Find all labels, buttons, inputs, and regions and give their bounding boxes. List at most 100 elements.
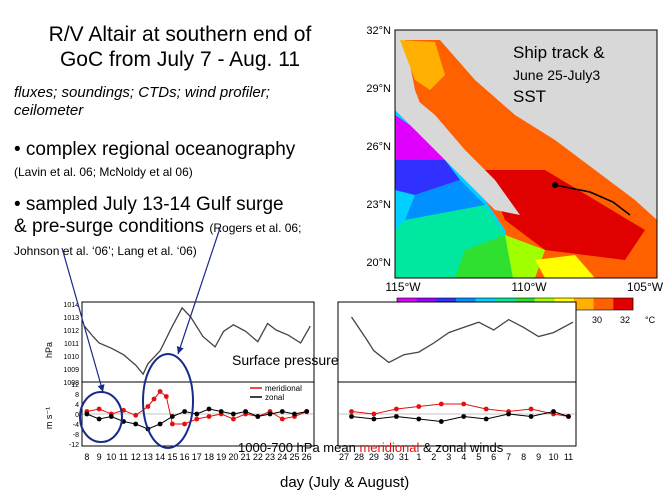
- bullet-gulf-surge-line-2: & pre-surge conditions: [14, 216, 205, 237]
- wind-point-meridional: [483, 406, 489, 412]
- pressure-yticks: 1014 1013 1012 1011 1010 1009 1008: [63, 302, 79, 387]
- wind-ytick-label: 4: [75, 402, 79, 409]
- wind-point-meridional: [96, 406, 102, 412]
- lat-label-20n: 20°N: [366, 257, 391, 269]
- lon-label-115w: 115°W: [385, 280, 421, 294]
- wind-point-zonal: [84, 411, 90, 417]
- x-day-label: 10: [549, 452, 559, 462]
- x-day-label: 6: [491, 452, 496, 462]
- winds-label-suffix: & zonal winds: [419, 440, 504, 455]
- wind-point-meridional: [170, 421, 175, 427]
- wind-ytick-label: -8: [73, 432, 79, 439]
- wind-point-zonal: [133, 421, 139, 427]
- wind-point-zonal: [461, 414, 467, 419]
- lat-label-32n: 32°N: [366, 25, 391, 37]
- x-day-label: 1: [416, 452, 421, 462]
- wind-point-zonal: [566, 414, 571, 419]
- bullet-gulf-surge-citation-a: (Rogers et al. 06;: [209, 221, 302, 235]
- lat-label-29n: 29°N: [366, 83, 391, 95]
- wind-point-meridional: [182, 421, 188, 427]
- legend-zonal: zonal: [265, 393, 284, 402]
- wind-point-zonal: [438, 419, 444, 424]
- sst-map: Ship track & June 25-July3 SST 32°N 29°N…: [366, 25, 664, 325]
- x-day-label: 11: [564, 452, 573, 462]
- wind-point-meridional: [528, 406, 534, 412]
- x-day-label: 7: [506, 452, 511, 462]
- wind-point-meridional: [371, 411, 377, 417]
- wind-ytick-label: -12: [69, 442, 79, 449]
- wind-point-zonal: [349, 414, 354, 419]
- bullet-gulf-surge-line-1: • sampled July 13-14 Gulf surge: [14, 194, 284, 215]
- bullet-oceanography: • complex regional oceanography: [14, 139, 296, 160]
- bullet-gulf-surge: • sampled July 13-14 Gulf surge & pre-su…: [14, 194, 354, 239]
- x-day-label: 25: [289, 452, 299, 462]
- x-day-label: 18: [204, 452, 214, 462]
- x-day-label: 20: [228, 452, 238, 462]
- pressure-ytick-label: 1008: [63, 380, 79, 387]
- instruments-line-2: ceilometer: [14, 102, 84, 119]
- wind-point-zonal: [170, 414, 175, 419]
- sst-patch-green: [455, 235, 513, 278]
- x-day-label: 31: [399, 452, 409, 462]
- legend-meridional: meridional: [265, 384, 302, 393]
- wind-point-zonal: [218, 409, 224, 414]
- wind-point-zonal: [279, 409, 285, 414]
- wind-point-zonal: [292, 411, 297, 417]
- lat-label-23n: 23°N: [366, 199, 391, 211]
- wind-point-meridional: [394, 406, 399, 412]
- x-day-label: 13: [143, 452, 153, 462]
- x-day-label: 14: [155, 452, 165, 462]
- wind-point-zonal: [483, 416, 489, 422]
- sst-gulf-north: [400, 40, 445, 90]
- sst-gulf-hot: [485, 170, 645, 260]
- wind-point-zonal: [108, 414, 114, 419]
- lon-label-105w: 105°W: [627, 280, 664, 294]
- colorbar-swatch: [613, 298, 634, 310]
- arrow-to-surge: [176, 227, 221, 355]
- wind-ytick-label: 8: [75, 392, 79, 399]
- pressure-ytick-label: 1014: [63, 302, 79, 309]
- pressure-ytick-label: 1011: [64, 341, 79, 348]
- wind-point-meridional: [163, 394, 169, 399]
- x-day-label: 11: [119, 452, 128, 462]
- wind-point-meridional: [151, 396, 157, 402]
- wind-point-meridional: [416, 404, 422, 409]
- x-day-label: 24: [277, 452, 287, 462]
- wind-point-meridional: [194, 416, 200, 422]
- wind-point-meridional: [349, 409, 354, 414]
- wind-point-zonal: [96, 416, 102, 422]
- x-day-label: 10: [106, 452, 116, 462]
- wind-ytick-label: 12: [71, 382, 79, 389]
- colorbar-unit: °C: [645, 315, 656, 325]
- wind-point-zonal: [304, 409, 310, 414]
- wind-point-zonal: [206, 406, 212, 412]
- instruments-list: fluxes; soundings; CTDs; wind profiler; …: [14, 84, 344, 120]
- surface-pressure-label: Surface pressure: [232, 352, 339, 368]
- x-day-label: 9: [97, 452, 102, 462]
- wind-yticks: 12 8 4 0 -4 -8 -12: [69, 382, 79, 449]
- x-day-label: 5: [476, 452, 481, 462]
- sst-patch-magenta: [395, 115, 445, 170]
- map-overlay-line-1: Ship track &: [513, 43, 605, 62]
- wind-point-zonal: [416, 416, 422, 422]
- wind-point-zonal: [371, 416, 377, 422]
- x-day-label: 30: [384, 452, 394, 462]
- x-day-label: 8: [521, 452, 526, 462]
- pressure-line-right: [350, 316, 574, 364]
- map-overlay-line-2: June 25-July3: [513, 67, 600, 83]
- pressure-ytick-label: 1013: [63, 315, 79, 322]
- highlight-ellipse-pre-surge: [79, 391, 123, 443]
- colorbar-swatch: [593, 298, 614, 310]
- x-day-label: 28: [354, 452, 364, 462]
- wind-point-zonal: [182, 409, 188, 414]
- wind-point-zonal: [243, 409, 249, 414]
- x-day-label: 19: [216, 452, 226, 462]
- title-line-1: R/V Altair at southern end of: [48, 23, 312, 46]
- lon-label-110w: 110°W: [511, 280, 547, 294]
- wind-point-zonal: [394, 414, 399, 419]
- wind-point-meridional: [145, 404, 151, 409]
- wind-point-meridional: [438, 401, 444, 407]
- wind-ytick-label: -4: [73, 422, 79, 429]
